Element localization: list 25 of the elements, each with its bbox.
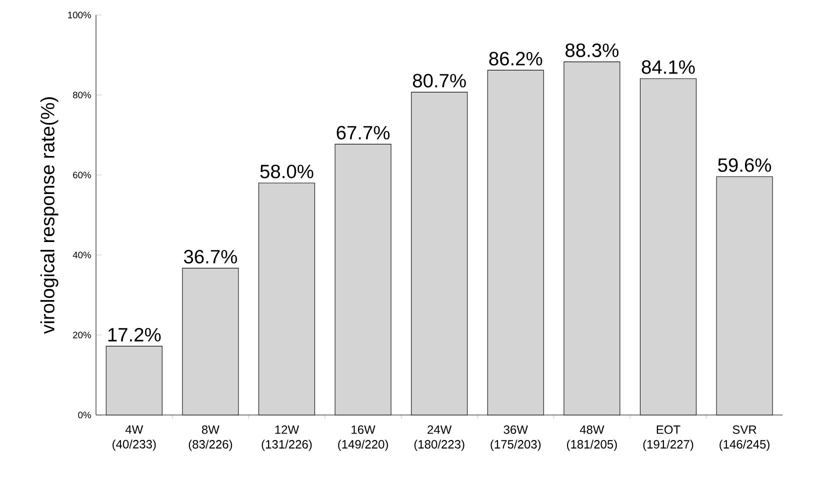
x-tick-label: EOT (191/227) [643,425,694,451]
y-tick-label: 40% [72,252,91,258]
x-tick-label: 8W (83/226) [188,425,232,451]
x-tick-label: 12W (131/226) [262,425,312,451]
y-tick-label: 0% [78,412,91,418]
x-tick-label: 4W (40/233) [112,425,156,451]
y-axis-title: virological response rate(%) [40,97,58,334]
y-tick-label: 80% [73,92,91,98]
x-tick-label: 48W (181/205) [567,425,617,451]
data-label: 36.7% [184,250,237,264]
x-tick-label: 24W (180/223) [414,425,464,451]
data-label: 84.1% [642,60,695,74]
data-label: 80.7% [412,74,466,88]
y-tick-label: 100% [68,12,91,18]
y-tick-label: 20% [73,332,91,338]
x-tick-label: 16W (149/220) [338,425,388,451]
x-tick-label: 36W (175/203) [490,425,541,451]
data-label: 88.3% [566,43,618,58]
data-label: 67.7% [336,126,390,140]
data-label: 17.2% [108,328,161,342]
data-label: 58.0% [260,164,314,178]
data-label: 59.6% [718,158,772,172]
data-label: 86.2% [489,52,542,66]
x-tick-label: SVR (146/245) [720,425,770,451]
y-tick-label: 60% [73,172,91,178]
